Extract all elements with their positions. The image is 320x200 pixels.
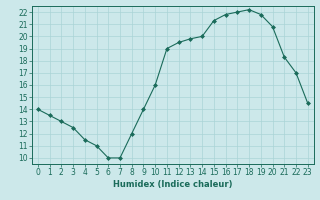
X-axis label: Humidex (Indice chaleur): Humidex (Indice chaleur) (113, 180, 233, 189)
